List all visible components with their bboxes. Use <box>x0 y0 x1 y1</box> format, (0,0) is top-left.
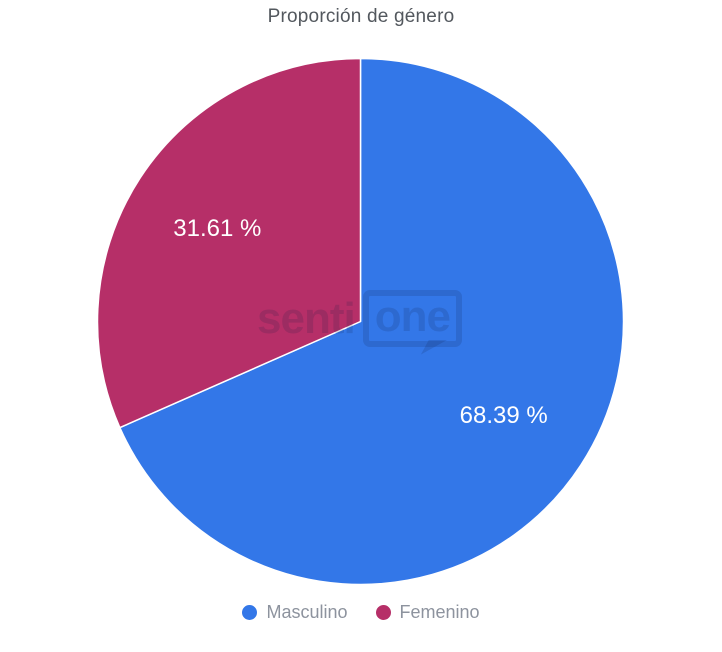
legend: Masculino Femenino <box>0 602 722 623</box>
pie-slice-femenino[interactable] <box>96 57 362 429</box>
slice-label-masculino: 68.39 % <box>460 402 548 429</box>
legend-label: Femenino <box>399 602 480 622</box>
legend-item-femenino[interactable]: Femenino <box>375 602 480 623</box>
legend-label: Masculino <box>266 602 348 622</box>
chart-title: Proporción de género <box>267 6 455 27</box>
legend-dot-icon <box>242 605 258 620</box>
legend-dot-icon <box>375 605 391 620</box>
pie-slice-masculino[interactable] <box>119 57 625 586</box>
legend-item-masculino[interactable]: Masculino <box>242 602 348 623</box>
slice-label-femenino: 31.61 % <box>173 215 261 242</box>
